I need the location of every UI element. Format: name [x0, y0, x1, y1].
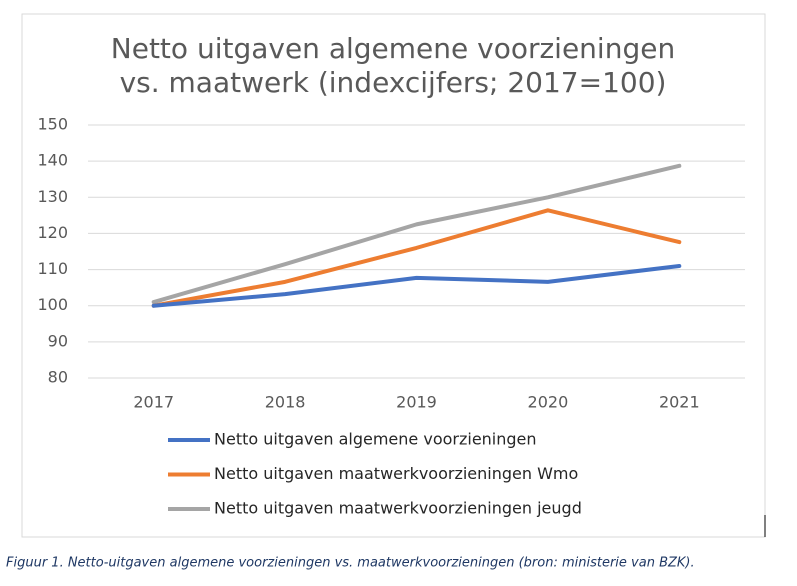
y-tick-label: 130	[37, 187, 68, 206]
legend-label: Netto uitgaven maatwerkvoorzieningen Wmo	[214, 464, 578, 483]
y-tick-label: 120	[37, 223, 68, 242]
caption: Figuur 1. Netto-uitgaven algemene voorzi…	[6, 556, 695, 571]
data-line	[151, 208, 682, 308]
legend-label: Netto uitgaven maatwerkvoorzieningen jeu…	[214, 499, 582, 518]
x-tick-label: 2020	[528, 393, 569, 412]
y-tick-label: 80	[48, 368, 68, 387]
chart-border	[21, 13, 766, 538]
chart-title: Netto uitgaven algemene voorzieningen	[111, 32, 675, 65]
data-line	[151, 263, 682, 308]
y-tick-label: 100	[37, 295, 68, 314]
y-tick-label: 90	[48, 331, 68, 350]
x-tick-label: 2018	[265, 393, 306, 412]
x-tick-label: 2021	[659, 393, 700, 412]
x-tick-label: 2017	[133, 393, 174, 412]
x-tick-label: 2019	[396, 393, 437, 412]
y-tick-label: 150	[37, 115, 68, 134]
y-tick-label: 110	[37, 259, 68, 278]
chart-title: vs. maatwerk (indexcijfers; 2017=100)	[120, 66, 667, 99]
legend-label: Netto uitgaven algemene voorzieningen	[214, 430, 537, 449]
y-tick-label: 140	[37, 151, 68, 170]
data-line	[151, 163, 682, 305]
